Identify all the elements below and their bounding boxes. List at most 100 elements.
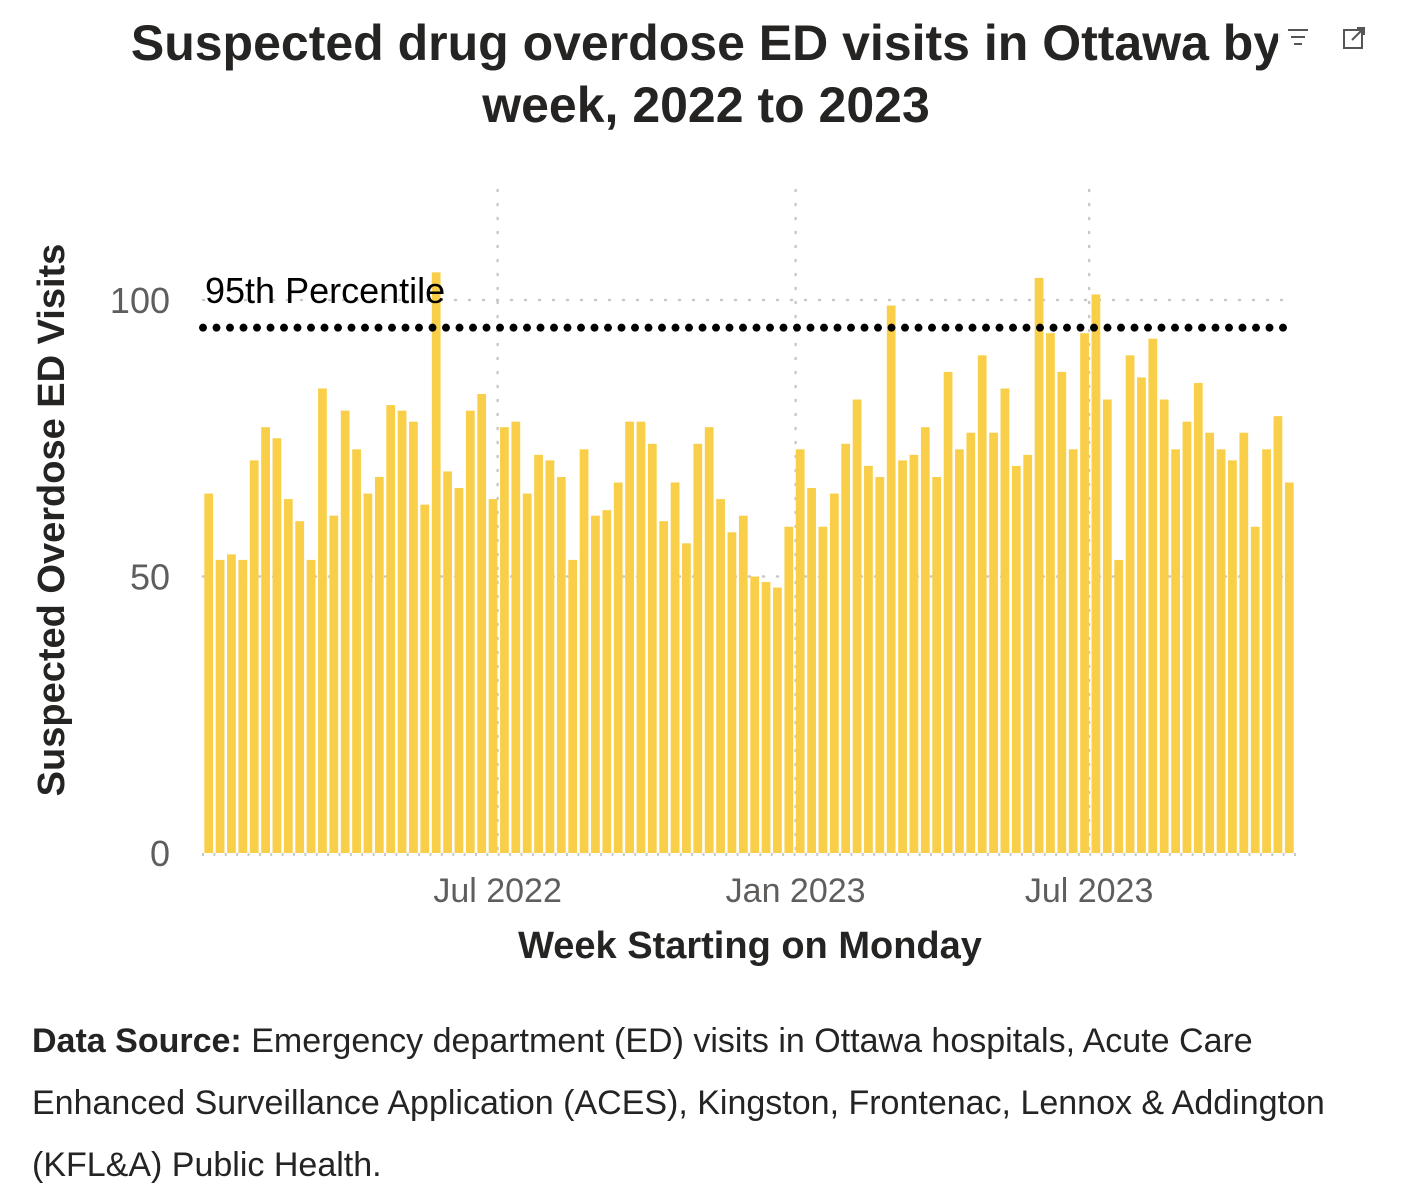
bar[interactable]: 94 — [1046, 333, 1055, 853]
bar[interactable]: 75 — [272, 438, 282, 853]
bar[interactable]: 71 — [898, 460, 907, 853]
bar[interactable]: 53 — [238, 559, 248, 853]
bar[interactable]: 73 — [1262, 449, 1271, 853]
bar[interactable]: 72 — [909, 454, 919, 853]
bar[interactable]: 59 — [784, 526, 794, 853]
bar[interactable]: 76 — [1239, 432, 1249, 853]
bar[interactable]: 84 — [1000, 388, 1010, 853]
bar[interactable]: 87 — [1057, 371, 1067, 853]
bar[interactable]: 73 — [955, 449, 964, 853]
bar[interactable]: 72 — [1023, 454, 1033, 853]
bar[interactable]: 66 — [454, 488, 464, 853]
bar[interactable]: 60 — [295, 521, 305, 853]
bar[interactable]: 82 — [1159, 399, 1169, 853]
bar[interactable]: 90 — [1125, 355, 1135, 853]
bar[interactable]: 53 — [215, 559, 225, 853]
bar[interactable]: 64 — [716, 499, 725, 853]
bar[interactable]: 76 — [1205, 432, 1215, 853]
y-tick-label: 0 — [150, 833, 170, 874]
bar[interactable]: 87 — [943, 371, 953, 853]
bar[interactable]: 53 — [568, 559, 578, 853]
bar[interactable]: 73 — [795, 449, 805, 853]
bar[interactable]: 84 — [318, 388, 327, 853]
bar[interactable]: 64 — [488, 499, 498, 853]
bar[interactable]: 73 — [1068, 449, 1078, 853]
bar[interactable]: 61 — [591, 515, 600, 853]
bar[interactable]: 82 — [1102, 399, 1112, 853]
bar[interactable]: 77 — [920, 427, 930, 853]
bar[interactable]: 74 — [693, 443, 703, 853]
bar[interactable]: 86 — [1137, 377, 1146, 853]
bar[interactable]: 72 — [534, 454, 543, 853]
bar[interactable]: 76 — [966, 432, 976, 853]
bar[interactable]: 61 — [738, 515, 748, 853]
focus-mode-icon[interactable] — [1338, 22, 1370, 54]
bar[interactable]: 53 — [306, 559, 316, 853]
bar[interactable]: 68 — [556, 476, 566, 853]
bar[interactable]: 80 — [340, 410, 350, 853]
bar[interactable]: 50 — [750, 576, 760, 854]
bar[interactable]: 78 — [511, 421, 521, 853]
bar[interactable]: 68 — [932, 476, 942, 853]
bar[interactable]: 70 — [864, 465, 873, 853]
bar[interactable]: 78 — [409, 421, 418, 853]
bar[interactable]: 77 — [261, 427, 270, 853]
bar[interactable]: 105 — [431, 272, 441, 854]
bar[interactable]: 99 — [886, 305, 896, 853]
bar[interactable]: 83 — [477, 394, 487, 853]
chart-area: 6553545371777564605384618073656881807863… — [31, 188, 1299, 967]
bar[interactable]: 68 — [875, 476, 885, 853]
bar[interactable]: 71 — [1228, 460, 1237, 853]
bar[interactable]: 73 — [1171, 449, 1180, 853]
bar[interactable]: 90 — [977, 355, 987, 853]
bar[interactable]: 77 — [500, 427, 509, 853]
bar[interactable]: 67 — [670, 482, 680, 853]
bar[interactable]: 77 — [704, 427, 714, 853]
bar[interactable]: 70 — [1011, 465, 1021, 853]
bar[interactable]: 49 — [761, 582, 771, 853]
bar[interactable]: 79 — [1273, 416, 1283, 853]
bar[interactable]: 65 — [363, 493, 373, 853]
bar[interactable]: 48 — [773, 587, 782, 853]
bar[interactable]: 82 — [852, 399, 862, 853]
bar[interactable]: 59 — [818, 526, 828, 853]
bar[interactable]: 54 — [227, 554, 236, 853]
bar[interactable]: 78 — [636, 421, 646, 853]
bar[interactable]: 64 — [283, 499, 293, 853]
bar[interactable]: 74 — [841, 443, 851, 853]
bar[interactable]: 73 — [579, 449, 589, 853]
bar[interactable]: 69 — [443, 471, 452, 853]
bar[interactable]: 67 — [613, 482, 623, 853]
bar[interactable]: 93 — [1148, 338, 1158, 854]
bar[interactable]: 76 — [989, 432, 998, 853]
bar[interactable]: 59 — [1250, 526, 1260, 853]
bar[interactable]: 66 — [807, 488, 816, 853]
bar[interactable]: 73 — [1216, 449, 1226, 853]
bar[interactable]: 104 — [1034, 277, 1044, 853]
bar[interactable]: 65 — [829, 493, 839, 853]
bar[interactable]: 71 — [249, 460, 259, 853]
bar[interactable]: 60 — [659, 521, 669, 853]
bar[interactable]: 81 — [386, 405, 396, 853]
bar[interactable]: 78 — [1182, 421, 1192, 853]
bar[interactable]: 61 — [329, 515, 339, 853]
bar[interactable]: 65 — [522, 493, 532, 853]
bar[interactable]: 58 — [727, 532, 737, 853]
bar[interactable]: 85 — [1193, 382, 1203, 853]
bar[interactable]: 80 — [397, 410, 407, 853]
bar[interactable]: 63 — [420, 504, 430, 853]
bar[interactable]: 101 — [1091, 294, 1101, 854]
bar[interactable]: 65 — [204, 493, 214, 853]
bar[interactable]: 71 — [545, 460, 555, 853]
bar[interactable]: 74 — [647, 443, 657, 853]
bar[interactable]: 78 — [625, 421, 634, 853]
filter-lines-icon[interactable] — [1282, 22, 1314, 54]
bar[interactable]: 53 — [1114, 559, 1124, 853]
bar[interactable]: 80 — [465, 410, 475, 853]
bar[interactable]: 62 — [602, 510, 612, 853]
bar[interactable]: 94 — [1080, 333, 1089, 853]
bar[interactable]: 73 — [352, 449, 361, 853]
bar[interactable]: 67 — [1284, 482, 1294, 853]
bar[interactable]: 56 — [682, 543, 691, 853]
bar[interactable]: 68 — [374, 476, 384, 853]
